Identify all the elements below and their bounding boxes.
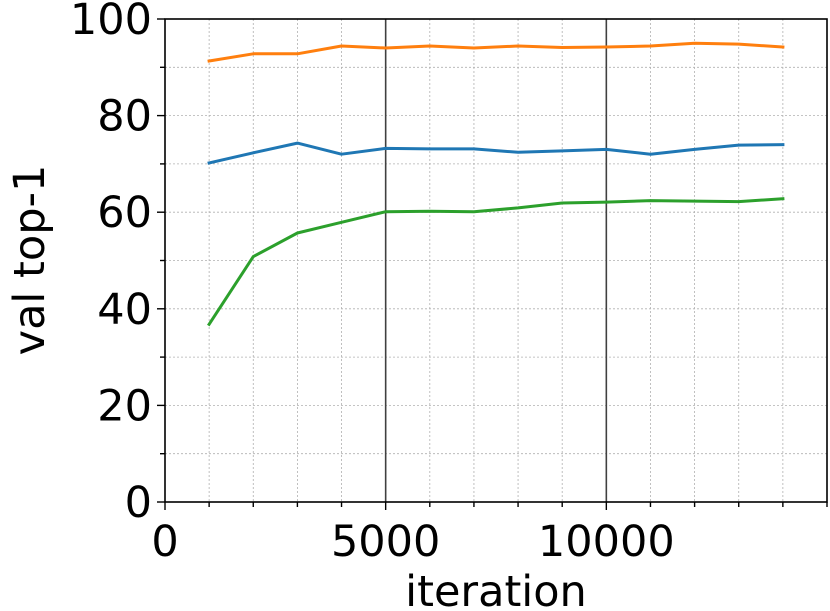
x-tick-label: 5000 [331,517,440,567]
y-tick-label: 80 [97,92,152,142]
y-tick-label: 100 [70,0,152,45]
series-line [207,41,785,63]
x-tick-label: 10000 [538,517,675,567]
vertical-markers [384,19,608,502]
plot-frame [164,18,828,503]
series-line [207,197,785,327]
series-group [207,41,785,327]
grid [165,19,827,502]
x-axis-label: iteration [405,567,587,611]
x-axis: 0 5000 10000 [151,502,828,567]
y-tick-label: 0 [125,478,152,528]
y-tick-label: 20 [97,381,152,431]
y-axis: 0 20 40 60 80 100 [70,0,165,528]
y-axis-label: val top-1 [5,165,55,356]
y-tick-label: 60 [97,188,152,238]
series-line [207,141,785,165]
x-tick-label: 0 [151,517,178,567]
y-tick-label: 40 [97,285,152,335]
